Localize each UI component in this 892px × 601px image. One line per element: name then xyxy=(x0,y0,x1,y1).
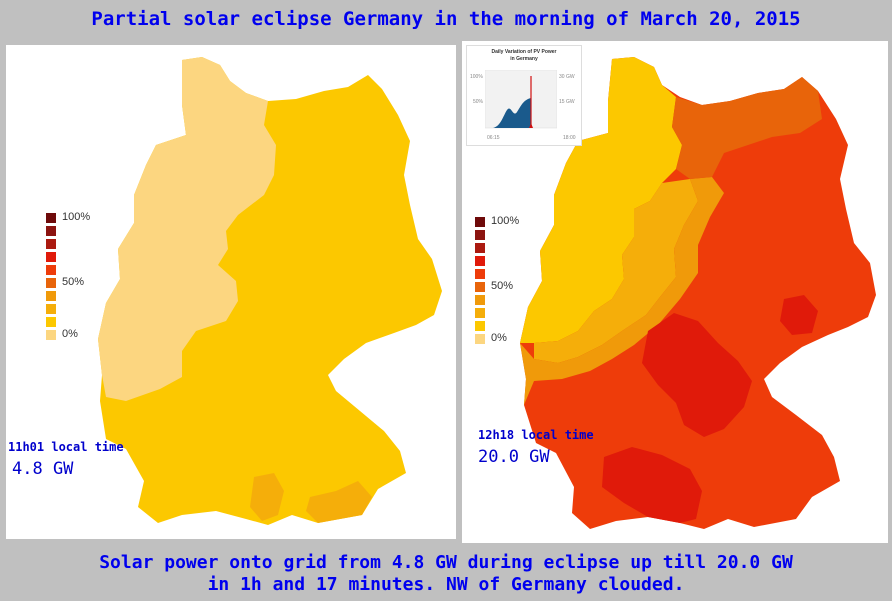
legend-label-0: 0% xyxy=(491,332,507,344)
map-region-deep-orange xyxy=(672,77,822,179)
map-region-north-west xyxy=(98,57,276,401)
map-panel-right: Daily Variation of PV Power in Germany 10… xyxy=(462,41,888,543)
germany-map-right xyxy=(520,57,876,529)
legend-swatch-5 xyxy=(46,278,56,288)
legend-swatch-4 xyxy=(46,265,56,275)
caption-line-2: in 1h and 17 minutes. NW of Germany clou… xyxy=(207,574,685,595)
legend-swatch-2 xyxy=(475,243,485,253)
inset-y-right-30: 30 GW xyxy=(559,74,575,80)
page-title: Partial solar eclipse Germany in the mor… xyxy=(91,8,801,30)
inset-y-left-100: 100% xyxy=(470,74,483,80)
map-region-red-east xyxy=(780,295,818,335)
legend-swatch-9 xyxy=(46,330,56,340)
time-label-right: 12h18 local time xyxy=(478,428,594,442)
legend-swatch-6 xyxy=(46,291,56,301)
legend-swatch-3 xyxy=(475,256,485,266)
legend-swatch-1 xyxy=(46,226,56,236)
legend-swatch-8 xyxy=(475,321,485,331)
inset-y-right-15: 15 GW xyxy=(559,99,575,105)
legend-label-0: 0% xyxy=(62,328,78,340)
caption-line-1: Solar power onto grid from 4.8 GW during… xyxy=(99,552,793,573)
map-region-orange-band xyxy=(520,177,724,405)
legend-swatch-2 xyxy=(46,239,56,249)
time-label-left: 11h01 local time xyxy=(8,440,124,454)
map-region-amber-band xyxy=(534,179,698,363)
inset-y-left-50: 50% xyxy=(473,99,484,105)
legend-label-50: 50% xyxy=(491,280,514,292)
legend-swatch-7 xyxy=(46,304,56,314)
legend-swatch-0 xyxy=(475,217,485,227)
legend-swatch-5 xyxy=(475,282,485,292)
inset-x-start: 06:15 xyxy=(487,135,500,141)
legend-swatch-4 xyxy=(475,269,485,279)
map-region-red-center xyxy=(642,313,752,437)
power-value-right: 20.0 GW xyxy=(478,447,550,467)
legend-swatch-6 xyxy=(475,295,485,305)
map-region-amber-2 xyxy=(306,481,372,523)
legend-swatch-1 xyxy=(475,230,485,240)
inset-x-end: 18:00 xyxy=(563,135,576,141)
legend-swatch-7 xyxy=(475,308,485,318)
map-region-amber-1 xyxy=(250,473,284,521)
map-panel-left: 100% 50% 0% 11h01 local time 4.8 GW xyxy=(6,45,456,539)
legend-swatch-3 xyxy=(46,252,56,262)
pv-power-inset-chart: Daily Variation of PV Power in Germany 10… xyxy=(466,45,582,146)
legend-label-50: 50% xyxy=(62,276,85,288)
germany-map-left xyxy=(98,57,442,525)
map-region-red-south xyxy=(602,447,702,523)
inset-title: Daily Variation of PV Power in Germany xyxy=(491,49,557,62)
legend-swatch-8 xyxy=(46,317,56,327)
legend-label-100: 100% xyxy=(491,215,520,227)
power-value-left: 4.8 GW xyxy=(12,459,74,479)
inset-plot xyxy=(485,70,557,129)
map-region-west-yellow xyxy=(520,57,682,343)
legend-label-100: 100% xyxy=(62,211,91,223)
legend-swatch-0 xyxy=(46,213,56,223)
caption: Solar power onto grid from 4.8 GW during… xyxy=(0,552,892,596)
legend-swatch-9 xyxy=(475,334,485,344)
